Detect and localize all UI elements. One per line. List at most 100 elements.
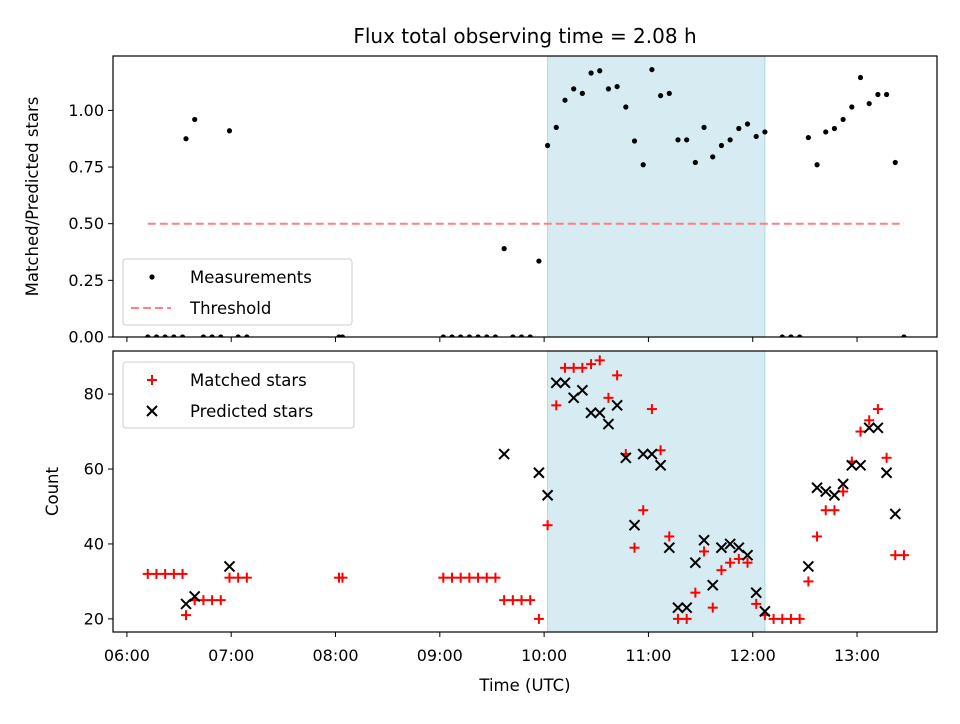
matched-stars-point	[586, 359, 597, 370]
x-tick-label: 13:00	[834, 646, 880, 665]
matched-stars-point	[612, 370, 623, 381]
measurement-point	[814, 162, 820, 168]
matched-stars-point	[638, 505, 649, 516]
predicted-stars-point	[646, 448, 658, 460]
measurement-point	[192, 116, 198, 123]
measurement-point	[875, 91, 881, 98]
measurement-point	[209, 334, 215, 337]
matched-stars-point	[872, 404, 883, 415]
predicted-stars-point	[872, 422, 884, 434]
matched-stars-point	[516, 595, 527, 606]
x-tick-label: 07:00	[208, 646, 254, 665]
legend-box	[122, 258, 353, 326]
y-tick-label: 60	[84, 460, 104, 479]
matched-stars-point	[603, 392, 614, 403]
measurement-point	[200, 334, 206, 337]
predicted-stars-point	[698, 534, 710, 546]
matched-stars-point	[142, 568, 153, 579]
measurement-point	[179, 334, 186, 337]
measurement-point	[753, 133, 759, 140]
matched-stars-point	[699, 546, 710, 557]
y-tick-label: 20	[84, 609, 104, 628]
legend-dot-marker	[149, 274, 155, 280]
measurement-point	[510, 334, 516, 337]
matched-stars-point	[794, 613, 805, 624]
measurement-point	[727, 137, 733, 143]
measurement-point	[823, 129, 829, 135]
matched-stars-point	[215, 595, 226, 606]
predicted-stars-point	[837, 478, 849, 490]
measurement-point	[153, 334, 160, 337]
measurement-point	[788, 334, 794, 337]
measurement-point	[684, 137, 690, 143]
y-tick-label: 0.50	[68, 214, 104, 233]
measurement-point	[849, 104, 855, 110]
matched-stars-point	[168, 568, 179, 579]
measurement-point	[440, 334, 446, 337]
matched-stars-point	[707, 602, 718, 613]
measurement-point	[339, 334, 346, 337]
measurement-point	[640, 162, 646, 168]
y-axis-label: Matched/Predicted stars	[23, 97, 42, 297]
measurement-point	[571, 86, 577, 92]
matched-stars-point	[864, 415, 875, 426]
measurement-point	[244, 334, 250, 337]
y-tick-label: 80	[84, 385, 104, 404]
measurement-point	[183, 136, 189, 142]
measurement-point	[744, 121, 751, 127]
measurement-point	[536, 258, 542, 264]
predicted-stars-point	[628, 519, 641, 531]
axes-frame	[112, 55, 938, 338]
matched-stars-point	[438, 572, 449, 583]
measurement-point	[579, 90, 585, 96]
shaded-interval	[547, 55, 766, 338]
predicted-stars-point	[715, 541, 728, 554]
predicted-stars-point	[576, 384, 589, 397]
measurement-point	[901, 334, 907, 337]
predicted-stars-point	[811, 482, 823, 494]
matched-stars-point	[690, 587, 701, 598]
matched-stars-point	[672, 613, 683, 624]
matched-stars-point	[233, 572, 244, 583]
predicted-stars-point	[498, 448, 510, 460]
measurement-point	[623, 104, 629, 110]
matched-stars-point	[151, 568, 162, 579]
x-tick-label: 09:00	[417, 646, 463, 665]
legend-label: Matched stars	[190, 371, 307, 390]
measurement-point	[701, 124, 707, 130]
x-tick-label: 11:00	[625, 646, 671, 665]
measurement-point	[649, 66, 655, 73]
matched-stars-point	[768, 613, 779, 624]
measurement-point	[657, 93, 664, 99]
matched-stars-point	[785, 613, 796, 624]
matched-stars-point	[499, 595, 510, 606]
measurement-point	[145, 334, 151, 337]
measurement-point	[675, 137, 681, 143]
y-tick-label: 0.75	[68, 158, 104, 177]
y-tick-label: 40	[84, 534, 104, 553]
measurement-point	[544, 142, 551, 149]
matched-stars-point	[568, 362, 579, 373]
matched-stars-point	[542, 520, 553, 531]
predicted-stars-point	[611, 399, 623, 412]
measurement-point	[466, 334, 472, 337]
measurement-point	[762, 129, 768, 135]
legend-label: Threshold	[189, 299, 271, 318]
predicted-stars-point	[533, 467, 545, 479]
measurement-point	[631, 138, 638, 144]
measurement-point	[235, 334, 241, 337]
predicted-stars-point	[759, 605, 771, 618]
legend-plus-marker	[147, 375, 157, 385]
predicted-stars-point	[188, 590, 201, 603]
measurement-point	[553, 124, 559, 130]
matched-stars-point	[838, 486, 849, 497]
axes-frame	[112, 350, 938, 633]
measurement-point	[736, 125, 742, 132]
predicted-stars-point	[672, 601, 684, 614]
x-tick-label: 12:00	[730, 646, 776, 665]
legend-label: Predicted stars	[190, 402, 313, 421]
predicted-stars-point	[585, 407, 597, 419]
matched-stars-point	[742, 557, 753, 568]
matched-stars-point	[751, 598, 762, 609]
matched-stars-point	[577, 362, 588, 373]
